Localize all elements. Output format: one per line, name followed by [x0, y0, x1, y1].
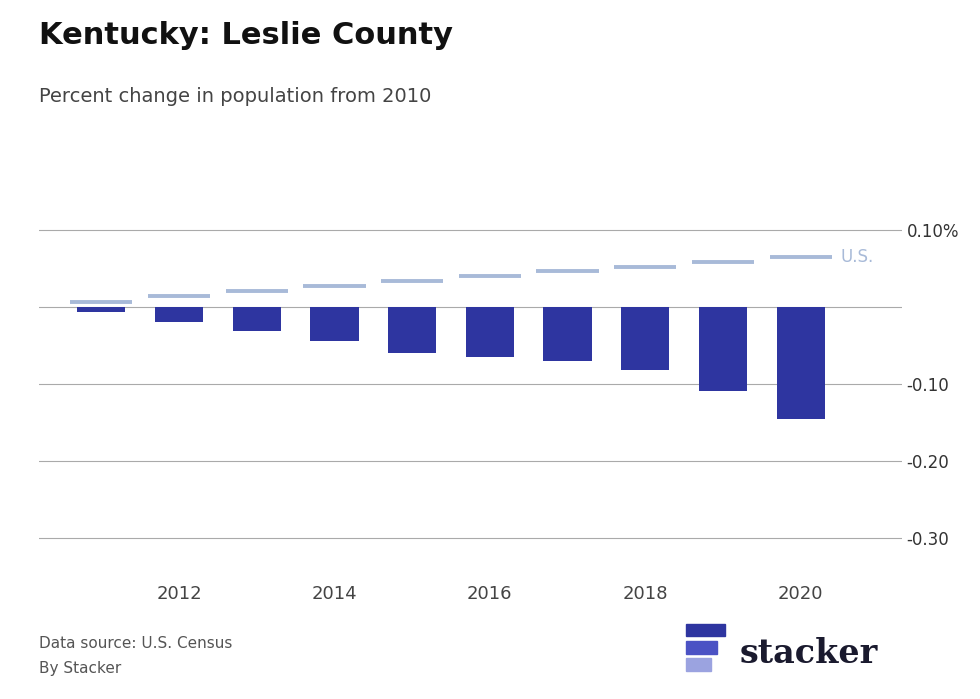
Bar [466, 307, 514, 356]
Bar [311, 307, 359, 341]
Bar [77, 307, 125, 312]
Text: Kentucky: Leslie County: Kentucky: Leslie County [39, 21, 453, 50]
Text: U.S.: U.S. [841, 247, 874, 266]
Bar [388, 307, 436, 353]
Text: By Stacker: By Stacker [39, 661, 122, 675]
Bar [621, 307, 669, 370]
Bar [155, 307, 203, 322]
Bar [776, 307, 825, 419]
Bar [232, 307, 281, 331]
Bar [699, 307, 747, 391]
Text: stacker: stacker [740, 637, 878, 670]
Text: Percent change in population from 2010: Percent change in population from 2010 [39, 87, 431, 106]
Bar [544, 307, 592, 361]
Text: Data source: U.S. Census: Data source: U.S. Census [39, 636, 232, 651]
